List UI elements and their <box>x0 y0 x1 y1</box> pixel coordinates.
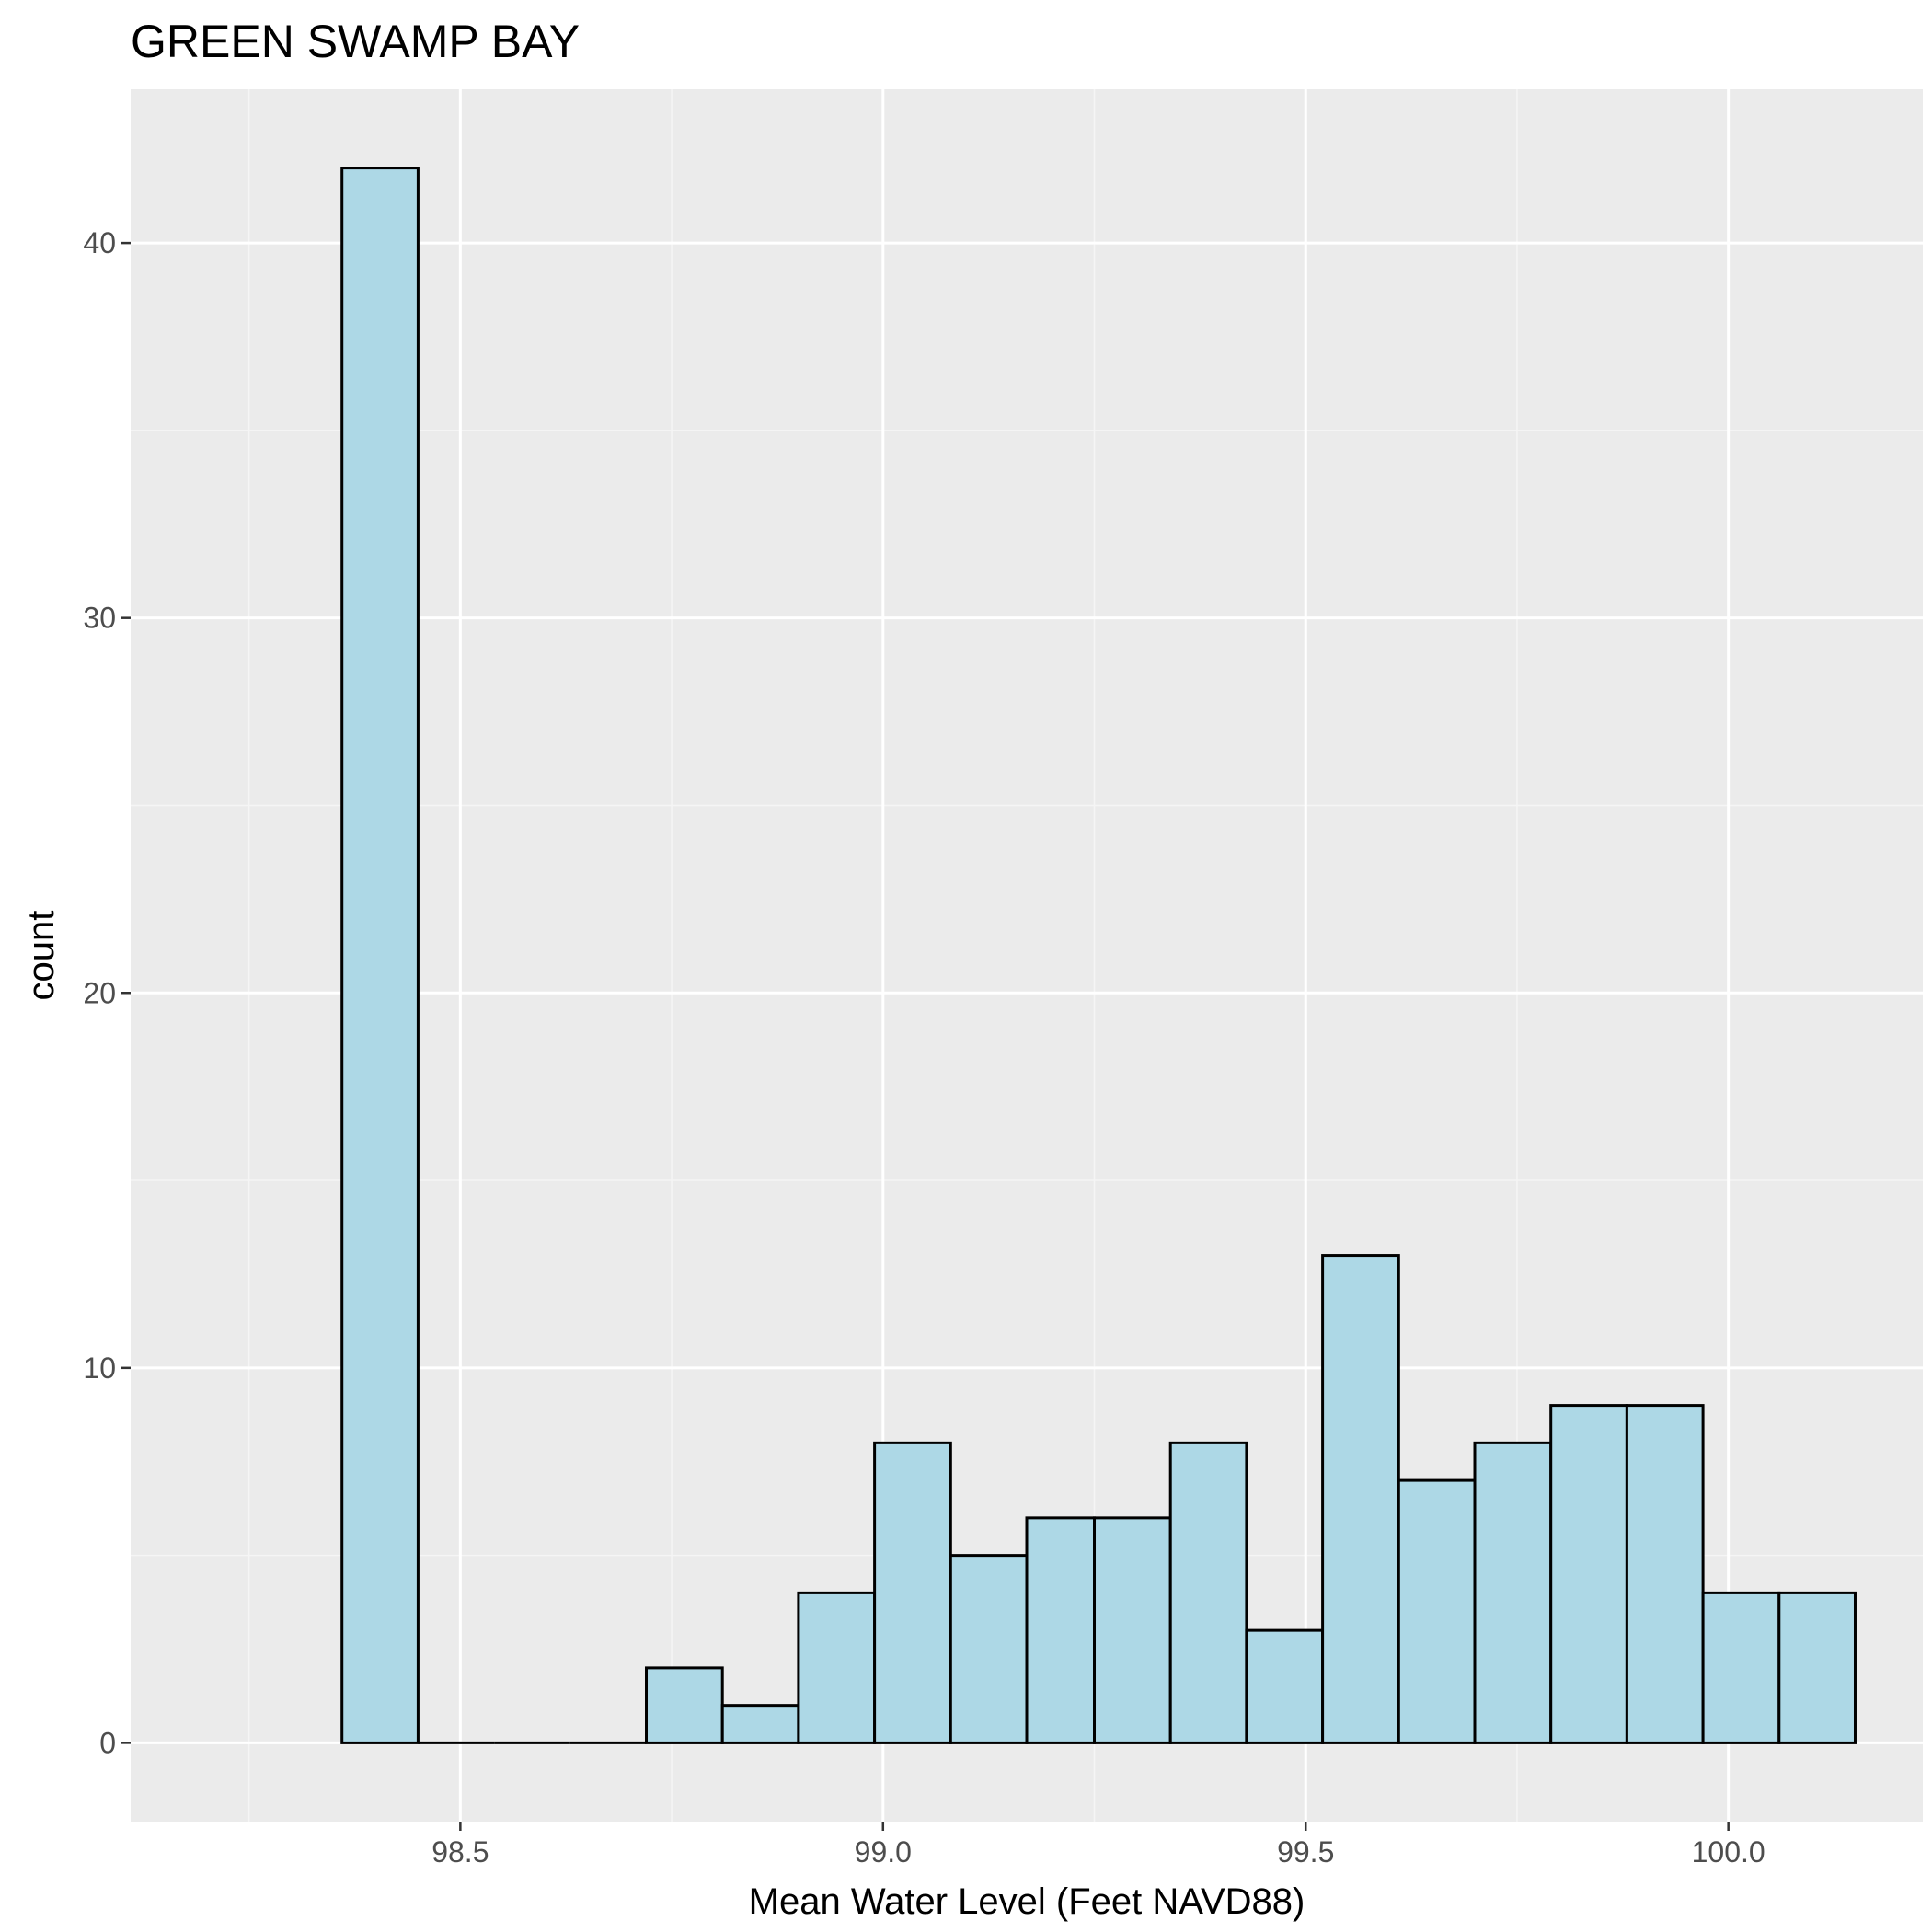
histogram-bar <box>873 1441 952 1744</box>
histogram-bar <box>1701 1591 1781 1744</box>
histogram-bar <box>720 1704 800 1744</box>
y-tick-label: 20 <box>83 976 116 1009</box>
y-tick-label: 10 <box>83 1351 116 1385</box>
histogram-bar <box>1168 1441 1248 1744</box>
histogram-bar <box>1245 1628 1325 1744</box>
histogram-bar <box>1397 1478 1477 1744</box>
histogram-bar <box>1777 1591 1857 1744</box>
y-tick-label: 40 <box>83 226 116 259</box>
x-axis-title: Mean Water Level (Feet NAVD88) <box>749 1881 1305 1922</box>
x-tick-label: 99.0 <box>855 1835 912 1869</box>
histogram-bar <box>340 167 420 1744</box>
histogram-bars <box>340 167 1857 1744</box>
histogram-bar <box>1473 1441 1553 1744</box>
histogram-bar <box>1321 1254 1400 1744</box>
chart-title: GREEN SWAMP BAY <box>131 16 580 67</box>
x-tick-label: 98.5 <box>431 1835 489 1869</box>
histogram-bar <box>797 1591 877 1744</box>
axes: 98.5 99.0 99.5 100.0 0 10 20 30 40 <box>83 226 1765 1869</box>
histogram-bar <box>1025 1516 1097 1744</box>
histogram-bar <box>1625 1404 1705 1744</box>
histogram-bar <box>1093 1516 1172 1744</box>
histogram-bar <box>645 1666 724 1744</box>
histogram-bar <box>949 1554 1029 1744</box>
x-tick-label: 99.5 <box>1277 1835 1334 1869</box>
x-tick-label: 100.0 <box>1692 1835 1765 1869</box>
y-axis-title: count <box>21 911 62 1001</box>
histogram-bar <box>1549 1404 1628 1744</box>
y-tick-label: 0 <box>99 1726 116 1759</box>
y-tick-label: 30 <box>83 602 116 635</box>
